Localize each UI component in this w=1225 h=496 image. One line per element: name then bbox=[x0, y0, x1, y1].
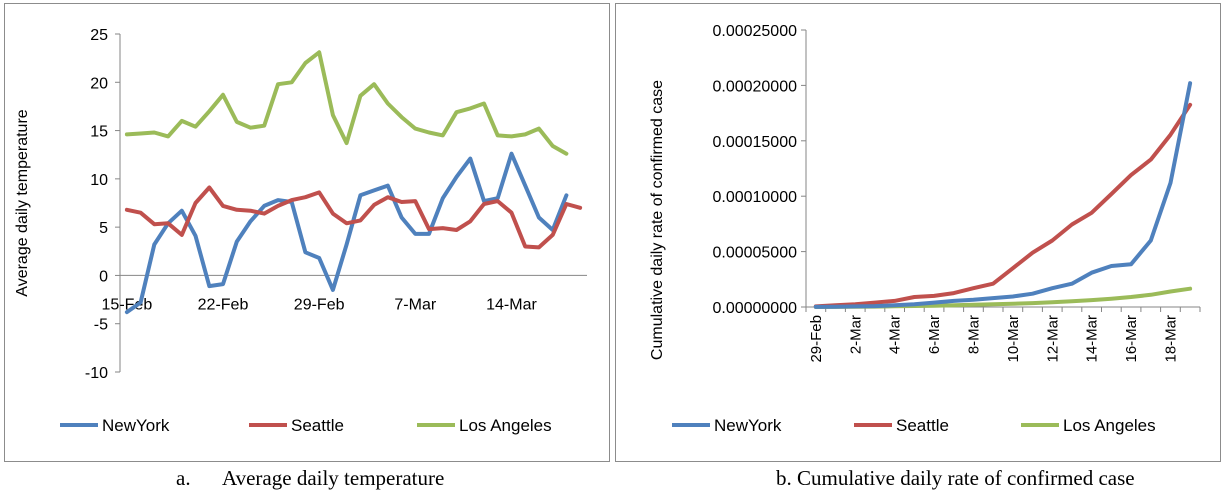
x-tick-label: 7-Mar bbox=[394, 296, 436, 313]
x-tick-label: 2-Mar bbox=[847, 315, 864, 354]
x-tick-label: 18-Mar bbox=[1162, 315, 1179, 363]
x-tick-label: 14-Mar bbox=[486, 296, 537, 313]
y-tick-label: 0.00015000 bbox=[712, 134, 797, 151]
x-tick-label: 29-Feb bbox=[808, 315, 825, 363]
y-tick-label: 0.00020000 bbox=[712, 78, 797, 95]
series-line-seattle bbox=[813, 102, 1193, 309]
y-tick-label: 20 bbox=[90, 75, 108, 92]
series-line-newyork bbox=[813, 81, 1193, 309]
x-tick-label: 29-Feb bbox=[294, 296, 345, 313]
x-tick-label: 14-Mar bbox=[1084, 315, 1101, 363]
caption-a-text: Average daily temperature bbox=[222, 466, 445, 490]
x-tick-label: 12-Mar bbox=[1044, 315, 1061, 363]
series-line-seattle bbox=[124, 185, 583, 250]
series-line-newyork bbox=[124, 151, 569, 315]
y-axis-title: Cumulative daily rate of confirmed case bbox=[649, 80, 666, 360]
x-tick-label: 22-Feb bbox=[198, 296, 249, 313]
legend-label-newyork: NewYork bbox=[102, 416, 170, 435]
legend-label-los-angeles: Los Angeles bbox=[459, 416, 552, 435]
caption-b-text: b. Cumulative daily rate of confirmed ca… bbox=[776, 466, 1135, 490]
legend-label-seattle: Seattle bbox=[896, 416, 949, 435]
caption-b: b. Cumulative daily rate of confirmed ca… bbox=[776, 466, 1135, 491]
chart-panel-temperature: -10 -5 0 5 10 15 20 25 15-Feb 22-Feb 29-Feb 7-Mar 14… bbox=[4, 3, 610, 462]
y-tick-label: -5 bbox=[94, 317, 108, 334]
chart-panel-confirmed-rate: 0.00000000 0.00005000 0.00010000 0.00015000… bbox=[615, 3, 1221, 462]
y-tick-label: 15 bbox=[90, 124, 108, 141]
y-axis-title: Average daily temperature bbox=[14, 109, 31, 296]
legend-label-los-angeles: Los Angeles bbox=[1063, 416, 1156, 435]
legend-label-seattle: Seattle bbox=[291, 416, 344, 435]
x-tick-label: 6-Mar bbox=[926, 315, 943, 354]
y-tick-label: 0.00010000 bbox=[712, 189, 797, 206]
y-tick-label: 5 bbox=[99, 220, 108, 237]
y-tick-label: 0.00025000 bbox=[712, 23, 797, 40]
x-tick-label: 4-Mar bbox=[887, 315, 904, 354]
y-tick-label: 0 bbox=[99, 268, 108, 285]
series-line-los-angeles bbox=[124, 50, 569, 156]
y-tick-label: 10 bbox=[90, 172, 108, 189]
caption-a-label: a. bbox=[176, 466, 191, 490]
y-tick-label: 0.00005000 bbox=[712, 245, 797, 262]
y-tick-label: 0.00000000 bbox=[712, 300, 797, 317]
x-tick-label: 10-Mar bbox=[1005, 315, 1022, 363]
y-tick-label: 25 bbox=[90, 27, 108, 44]
legend-label-newyork: NewYork bbox=[714, 416, 782, 435]
x-tick-label: 16-Mar bbox=[1123, 315, 1140, 363]
caption-a: a. Average daily temperature bbox=[176, 466, 444, 491]
y-tick-label: -10 bbox=[85, 365, 108, 382]
confirmed-rate-chart: 0.00000000 0.00005000 0.00010000 0.00015000… bbox=[649, 23, 1201, 435]
x-tick-label: 8-Mar bbox=[965, 315, 982, 354]
